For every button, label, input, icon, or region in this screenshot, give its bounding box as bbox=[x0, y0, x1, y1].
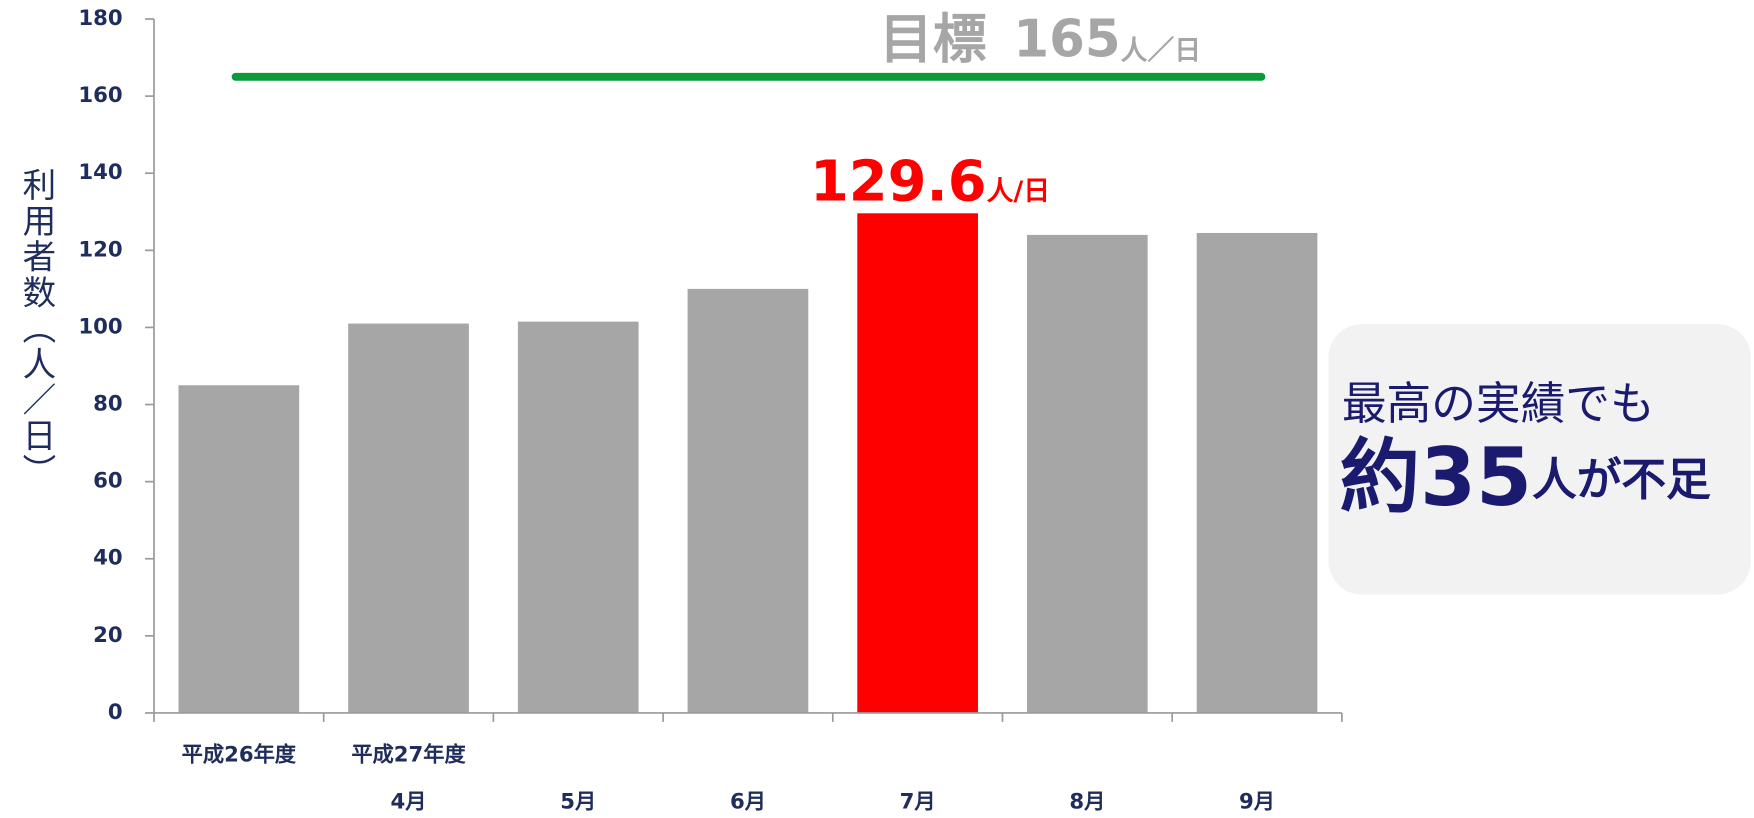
callout-line: 最高の実績でも bbox=[1342, 378, 1655, 430]
bar bbox=[1026, 234, 1148, 713]
bar bbox=[1196, 232, 1318, 713]
y-tick-label: 20 bbox=[93, 623, 123, 648]
y-tick-label: 140 bbox=[78, 160, 122, 185]
data-label-unit: 人/日 bbox=[987, 176, 1050, 207]
x-tick-label: 9月 bbox=[1239, 789, 1275, 814]
data-label-value: 129.6 bbox=[810, 150, 987, 215]
x-tick-label: 6月 bbox=[730, 789, 766, 814]
y-tick-label: 100 bbox=[78, 314, 122, 339]
bar bbox=[517, 321, 639, 713]
bar bbox=[178, 385, 300, 713]
y-tick-label: 160 bbox=[78, 83, 122, 108]
target-unit: 人／日 bbox=[1121, 35, 1201, 66]
bar bbox=[687, 288, 809, 713]
x-tick-label: 8月 bbox=[1069, 789, 1105, 814]
x-tick-label: 4月 bbox=[391, 789, 427, 814]
target-label: 目標 165人／日 bbox=[879, 7, 1201, 70]
callout-shortfall: 約35人が不足 bbox=[1340, 430, 1711, 524]
x-tick-label: 5月 bbox=[560, 789, 596, 814]
y-tick-label: 80 bbox=[93, 392, 123, 417]
bar bbox=[857, 213, 978, 713]
y-tick-label: 60 bbox=[93, 469, 123, 494]
x-tick-label: 7月 bbox=[900, 789, 936, 814]
bar bbox=[348, 323, 469, 713]
callout-box bbox=[1328, 324, 1751, 595]
group-label: 平成26年度 bbox=[182, 741, 297, 767]
y-tick-label: 180 bbox=[78, 6, 122, 31]
y-tick-label: 40 bbox=[93, 546, 123, 571]
callout-amount: 約35 bbox=[1340, 430, 1532, 524]
target-value: 165 bbox=[1013, 9, 1120, 69]
y-axis-label: 利用者数（人／日） bbox=[17, 168, 56, 490]
group-label: 平成27年度 bbox=[351, 741, 466, 767]
data-label: 129.6人/日 bbox=[810, 150, 1050, 215]
target-name: 目標 bbox=[879, 7, 986, 70]
y-tick-label: 0 bbox=[108, 700, 123, 725]
callout-rest: 人が不足 bbox=[1532, 454, 1711, 506]
y-tick-label: 120 bbox=[78, 237, 122, 262]
